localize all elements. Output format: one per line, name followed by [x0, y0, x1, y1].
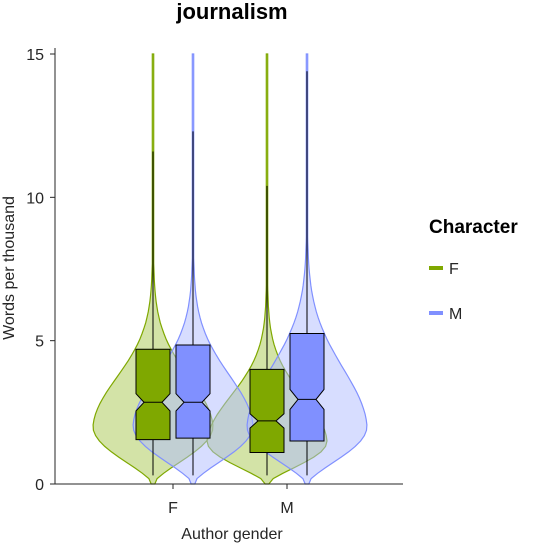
- box-M-F: [175, 344, 211, 439]
- y-tick-label: 5: [35, 334, 44, 351]
- y-tick-label: 0: [35, 477, 44, 494]
- y-axis-ticks: 0 5 10 15: [26, 47, 55, 494]
- chart-title: journalism: [175, 0, 287, 24]
- y-tick-label: 10: [26, 190, 44, 207]
- y-axis-label: Words per thousand: [1, 196, 18, 340]
- box-M-M: [289, 333, 325, 442]
- box-F-M: [249, 368, 285, 453]
- x-tick-label: F: [168, 500, 178, 517]
- x-axis-label: Author gender: [181, 526, 283, 543]
- box-F-F: [135, 348, 171, 441]
- y-tick-label: 15: [26, 47, 44, 64]
- x-tick-label: M: [280, 500, 293, 517]
- plot-area: [92, 53, 368, 485]
- legend: Character F M: [429, 217, 518, 323]
- legend-label-M: M: [449, 306, 462, 323]
- legend-label-F: F: [449, 261, 459, 278]
- legend-title: Character: [429, 217, 518, 238]
